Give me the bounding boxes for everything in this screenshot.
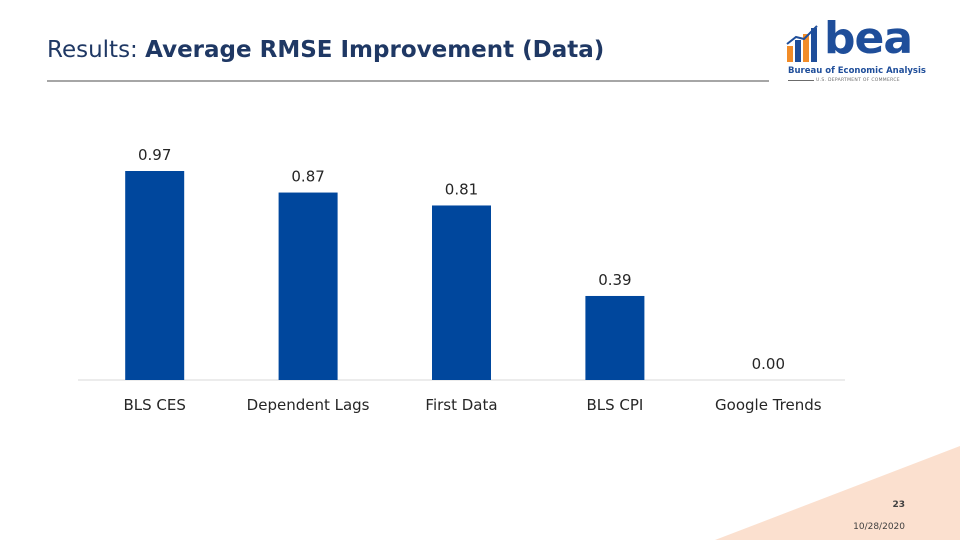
slide-title-main: Average RMSE Improvement (Data) bbox=[145, 37, 605, 63]
slide-title-prefix: Results: bbox=[47, 37, 146, 63]
logo-line2: U.S. DEPARTMENT OF COMMERCE bbox=[816, 78, 900, 83]
page-number: 23 bbox=[892, 500, 905, 510]
data-label: 0.39 bbox=[598, 271, 631, 289]
logo-line1: Bureau of Economic Analysis bbox=[788, 66, 926, 76]
x-tick-label: Google Trends bbox=[715, 396, 822, 414]
bea-chart-mark-icon bbox=[786, 25, 818, 62]
slide-title: Results: Average RMSE Improvement (Data) bbox=[47, 34, 604, 66]
data-label: 0.00 bbox=[752, 355, 785, 373]
data-label: 0.81 bbox=[445, 180, 478, 198]
data-label: 0.97 bbox=[138, 146, 171, 164]
x-tick-label: BLS CES bbox=[123, 396, 185, 414]
x-tick-label: Dependent Lags bbox=[247, 396, 370, 414]
title-divider bbox=[47, 80, 769, 82]
bar-bls-ces bbox=[125, 171, 185, 380]
logo-sub-rule bbox=[788, 80, 814, 81]
x-tick-label: First Data bbox=[425, 396, 497, 414]
slide-date: 10/28/2020 bbox=[853, 522, 905, 532]
logo-wordmark: bea bbox=[824, 13, 913, 64]
x-tick-label: BLS CPI bbox=[586, 396, 643, 414]
bea-logo: bea Bureau of Economic Analysis U.S. DEP… bbox=[786, 14, 926, 88]
bar-dependent-lags bbox=[278, 192, 338, 380]
bar-bls-cpi bbox=[585, 295, 645, 380]
bar-first-data bbox=[432, 205, 491, 380]
data-label: 0.87 bbox=[291, 168, 324, 186]
